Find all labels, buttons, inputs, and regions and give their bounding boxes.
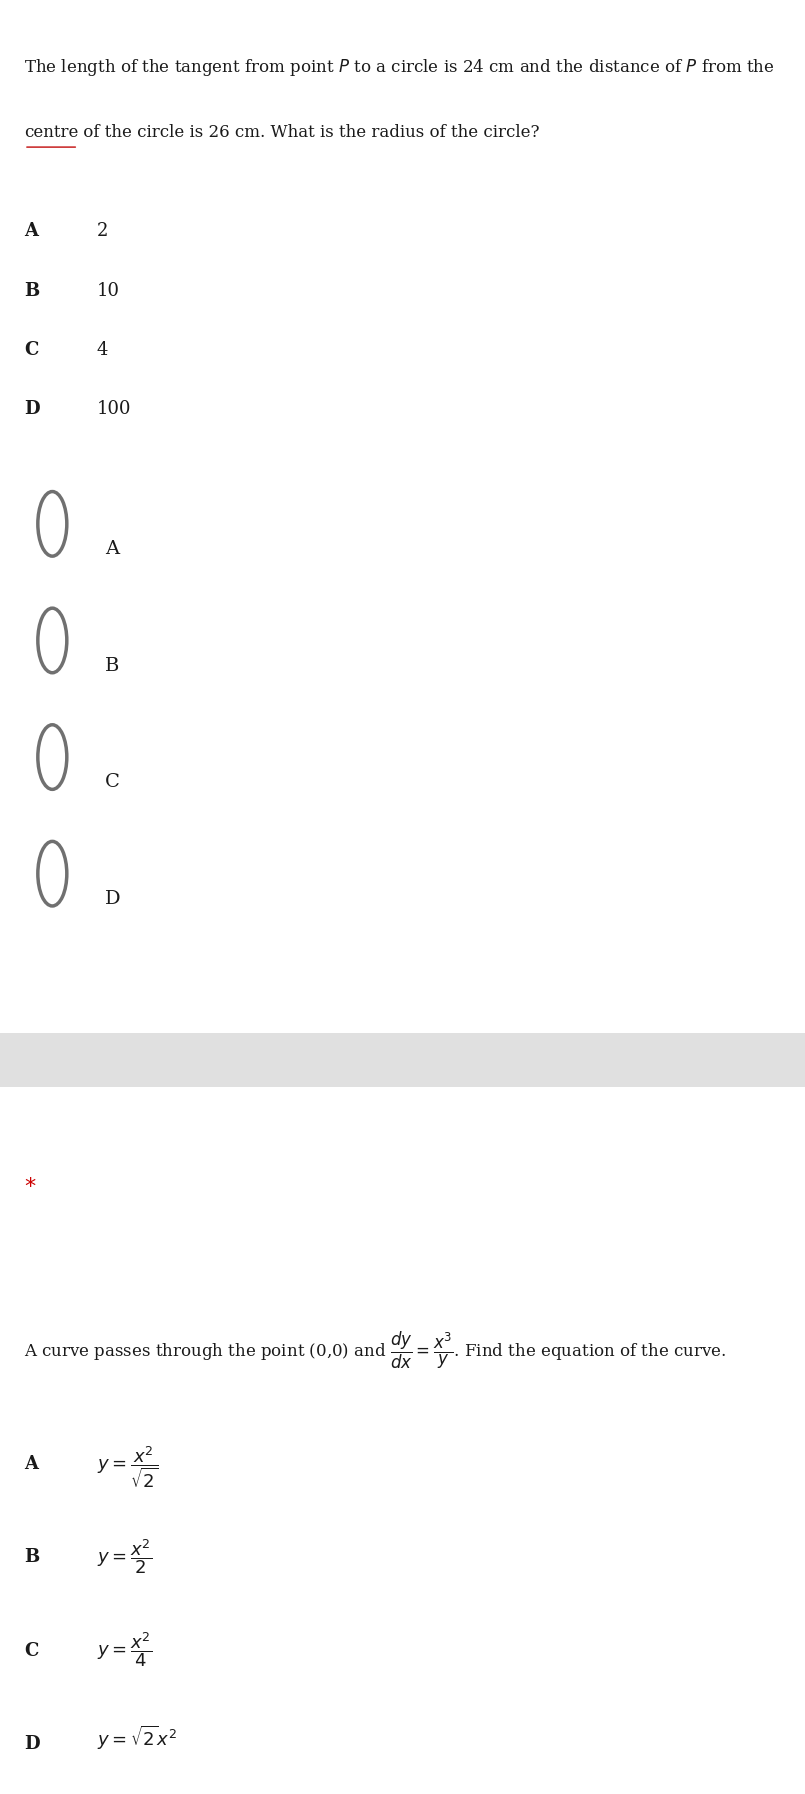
Text: C: C bbox=[24, 1642, 39, 1659]
Text: 100: 100 bbox=[97, 400, 131, 418]
Text: $y = \dfrac{x^2}{4}$: $y = \dfrac{x^2}{4}$ bbox=[97, 1631, 152, 1670]
Text: $y = \sqrt{2}x^2$: $y = \sqrt{2}x^2$ bbox=[97, 1724, 176, 1753]
Text: 2: 2 bbox=[97, 222, 108, 240]
Text: B: B bbox=[24, 282, 39, 300]
Text: A: A bbox=[24, 1455, 38, 1473]
Text: A: A bbox=[105, 540, 119, 558]
Text: $y = \dfrac{x^2}{2}$: $y = \dfrac{x^2}{2}$ bbox=[97, 1537, 152, 1577]
Text: A curve passes through the point (0,0) and $\dfrac{dy}{dx} = \dfrac{x^3}{y}$. Fi: A curve passes through the point (0,0) a… bbox=[24, 1329, 726, 1371]
Text: B: B bbox=[24, 1548, 39, 1566]
Text: 4: 4 bbox=[97, 341, 108, 359]
Text: D: D bbox=[24, 400, 39, 418]
Text: *: * bbox=[24, 1177, 35, 1197]
Text: $y = \dfrac{x^2}{\sqrt{2}}$: $y = \dfrac{x^2}{\sqrt{2}}$ bbox=[97, 1444, 159, 1491]
Text: B: B bbox=[105, 657, 119, 675]
Text: centre: centre bbox=[24, 124, 79, 140]
Text: A: A bbox=[24, 222, 38, 240]
Text: C: C bbox=[24, 341, 39, 359]
Text: 10: 10 bbox=[97, 282, 120, 300]
Text: D: D bbox=[24, 1735, 39, 1753]
Text: C: C bbox=[105, 773, 119, 791]
FancyBboxPatch shape bbox=[0, 1033, 805, 1087]
Text: The length of the tangent from point $\it{P}$ to a circle is 24 cm and the dista: The length of the tangent from point $\i… bbox=[24, 57, 774, 79]
Text: D: D bbox=[105, 890, 120, 908]
Text: of the circle is 26 cm. What is the radius of the circle?: of the circle is 26 cm. What is the radi… bbox=[78, 124, 539, 140]
